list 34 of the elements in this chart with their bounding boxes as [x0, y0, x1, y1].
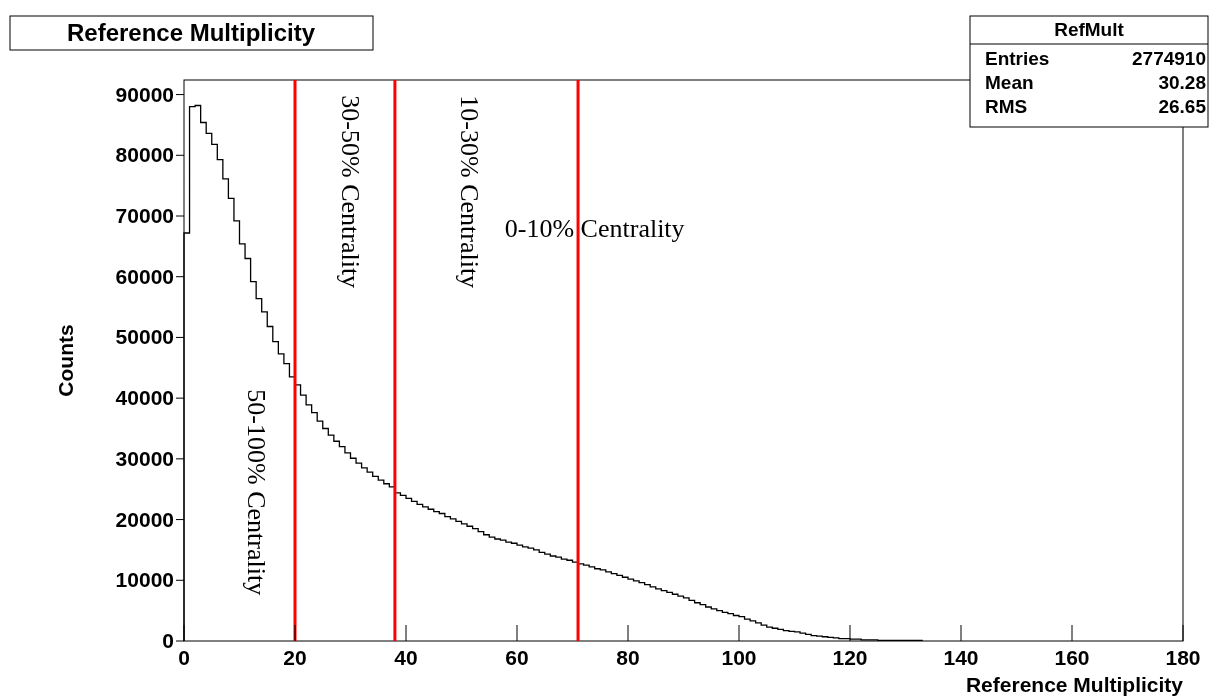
y-tick-label: 20000	[115, 507, 174, 531]
text: Entries	[985, 48, 1050, 69]
x-tick-label: 160	[1054, 646, 1090, 669]
annotation: 30-50% Centrality	[335, 95, 365, 289]
y-tick-label: 40000	[115, 386, 174, 410]
y-tick-label: 70000	[115, 204, 174, 227]
y-tick-label: 90000	[115, 82, 174, 106]
annotation: Mean	[985, 72, 1034, 93]
annotation: 30.28	[1158, 72, 1206, 93]
y-tick-label: 10000	[115, 568, 174, 592]
x-tick-label: 180	[1165, 646, 1201, 669]
x-tick-label: 120	[832, 646, 868, 669]
x-tick-label: 80	[616, 646, 640, 669]
x-tick-label: 20	[283, 646, 307, 669]
x-tick-label: 0	[178, 646, 190, 669]
x-tick-label: 140	[943, 646, 979, 669]
x-tick-label: 100	[721, 646, 757, 669]
y-tick-label: 80000	[115, 143, 174, 167]
annotation: 50-100% Centrality	[241, 389, 271, 596]
annotation: 0-10% Centrality	[504, 214, 685, 244]
y-tick-label: 0	[162, 629, 174, 652]
x-axis-title: Reference Multiplicity	[965, 673, 1184, 696]
annotation: 10-30% Centrality	[455, 95, 485, 289]
text: RefMult	[1054, 19, 1125, 40]
text: 2774910	[1132, 48, 1206, 69]
y-tick-label: 50000	[115, 325, 174, 349]
y-axis-title: Counts	[54, 324, 77, 397]
annotation: 26.65	[1158, 96, 1207, 117]
y-tick-label: 60000	[115, 264, 174, 288]
chart-title: Reference Multiplicity	[66, 19, 316, 46]
x-tick-label: 40	[394, 646, 418, 669]
y-tick-label: 30000	[115, 446, 174, 470]
annotation: RMS	[985, 96, 1028, 117]
x-tick-label: 60	[505, 646, 529, 669]
